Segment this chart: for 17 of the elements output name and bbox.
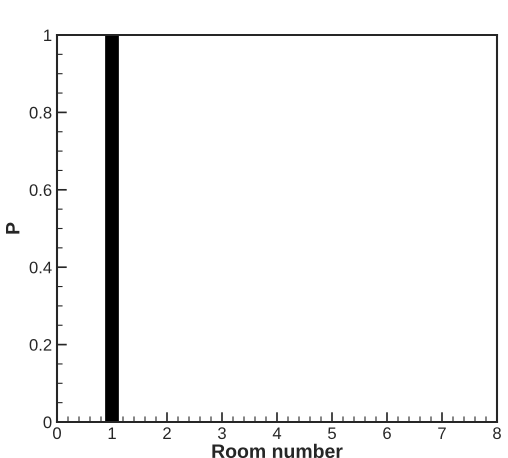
x-tick-label: 6 — [383, 427, 391, 440]
x-tick-label: 0 — [53, 427, 61, 440]
x-tick-label: 8 — [493, 427, 501, 440]
y-tick-label: 0.8 — [30, 106, 52, 119]
y-tick-label: 0.2 — [30, 339, 52, 351]
x-tick-label: 5 — [328, 427, 336, 440]
x-tick-label: 3 — [218, 427, 226, 440]
y-tick-label: 0 — [44, 416, 52, 428]
y-tick-label: 0.4 — [30, 262, 52, 274]
x-tick-label: 1 — [108, 427, 116, 439]
y-tick-label: 1 — [44, 30, 52, 42]
x-tick-label: 7 — [438, 427, 446, 439]
y-tick-label: 0.6 — [30, 184, 52, 196]
x-tick-label: 4 — [272, 427, 282, 439]
x-axis-title: Room number — [212, 444, 343, 458]
x-tick-label: 2 — [163, 427, 171, 439]
y-axis-title: P — [6, 222, 20, 234]
